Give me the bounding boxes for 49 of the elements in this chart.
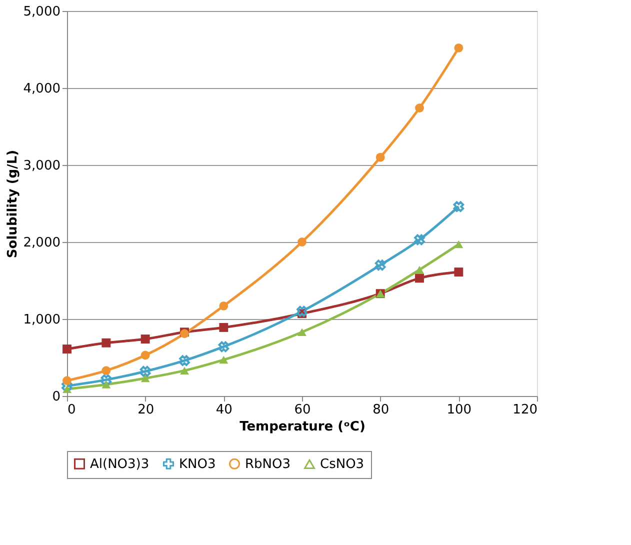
point: [414, 234, 425, 246]
point: [62, 344, 72, 354]
point: [454, 268, 464, 276]
y-tick-label: 5,000: [23, 4, 60, 20]
point: [298, 238, 306, 246]
point: [180, 366, 189, 374]
point: [102, 338, 111, 348]
point: [415, 274, 424, 283]
y-tick-label: 4,000: [23, 82, 60, 96]
x-tick-label: 20: [138, 402, 154, 418]
point: [218, 341, 230, 352]
point: [296, 306, 308, 317]
y-tick-label: 2,000: [23, 236, 60, 250]
legend-label: Al(NO3)3: [90, 456, 150, 472]
point: [376, 152, 385, 162]
x-tick-label: 60: [294, 402, 311, 418]
y-tick-label: 0: [52, 390, 60, 404]
point: [219, 356, 228, 364]
x-tick-label: 0: [68, 402, 76, 418]
point: [102, 366, 111, 376]
point: [140, 350, 150, 360]
y-tick-label: 3,000: [23, 158, 60, 174]
x-tick-label: 40: [216, 402, 232, 418]
point: [140, 374, 150, 382]
point: [454, 43, 464, 52]
legend-label: RbNO3: [245, 456, 291, 472]
point: [140, 366, 151, 377]
point: [374, 260, 386, 271]
legend-label: KNO3: [179, 456, 216, 472]
point: [298, 328, 306, 336]
x-tick-label: 80: [372, 402, 390, 418]
point: [454, 240, 464, 248]
point: [219, 301, 228, 310]
point: [453, 201, 464, 212]
y-tick-label: 1,000: [23, 312, 60, 328]
legend-label: CsNO3: [320, 457, 364, 472]
point: [62, 376, 72, 386]
x-tick-label: 100: [446, 402, 472, 418]
x-tick-label: 120: [512, 402, 538, 418]
y-axis-title: Solubility (g/L): [5, 150, 20, 258]
point: [140, 334, 150, 344]
point: [102, 380, 111, 388]
point: [179, 355, 190, 366]
x-axis-title: Temperature (ᵒC): [240, 420, 366, 434]
point: [415, 266, 424, 274]
point: [219, 323, 228, 332]
point: [415, 104, 424, 112]
point: [62, 385, 72, 393]
point: [100, 374, 112, 386]
